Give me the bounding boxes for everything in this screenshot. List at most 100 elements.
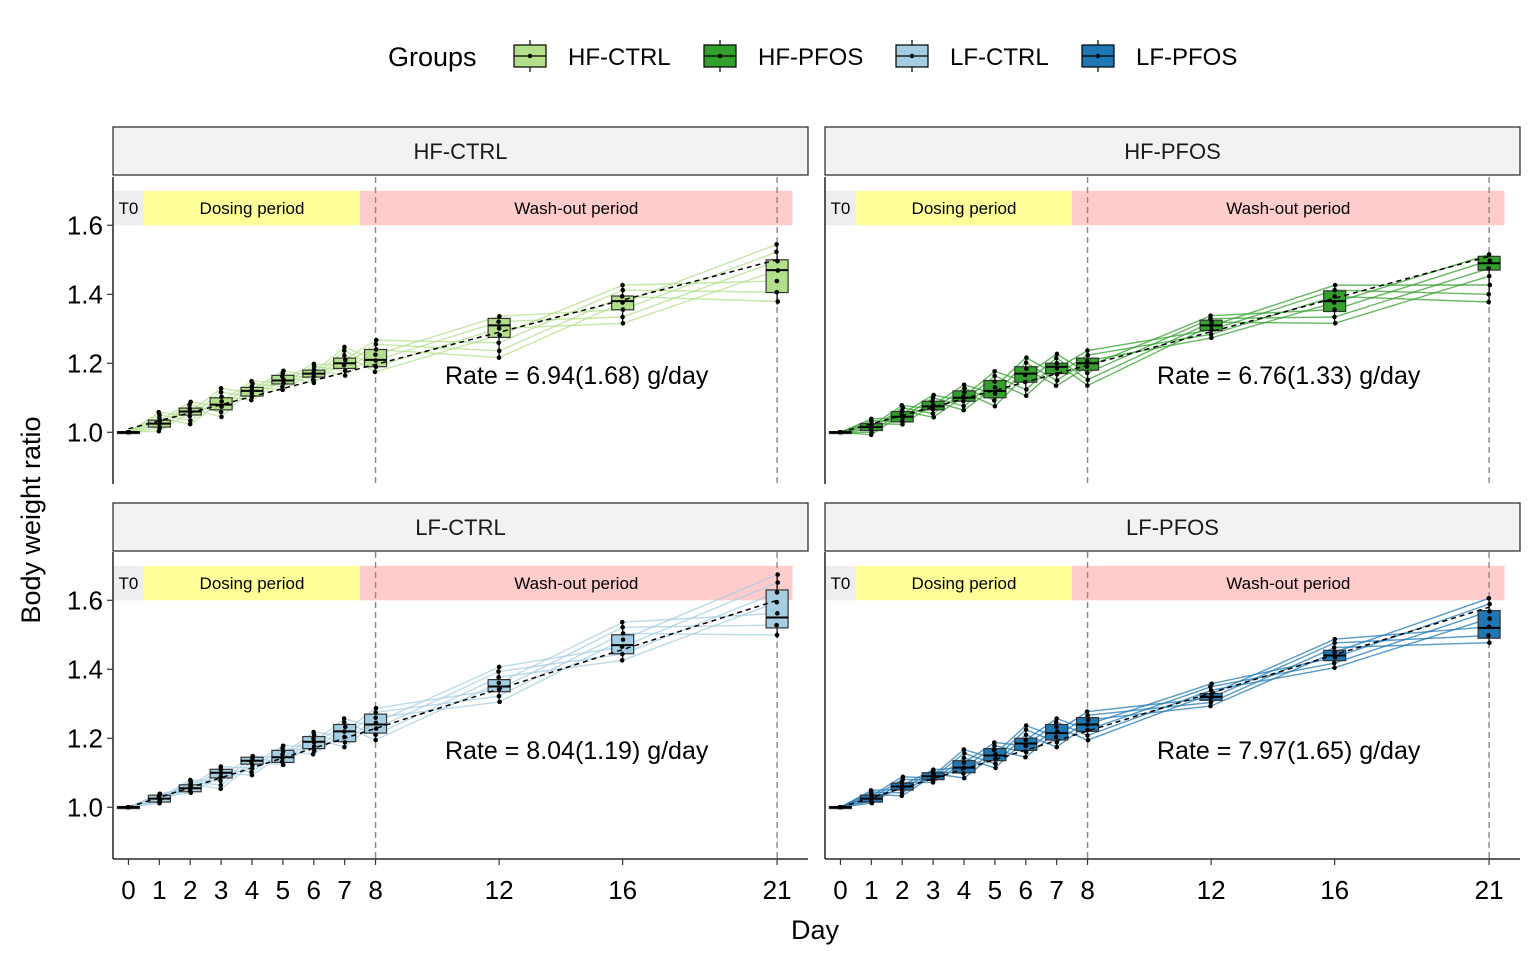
period-band-washout (1072, 565, 1505, 601)
data-point (774, 590, 780, 595)
data-point (1208, 688, 1214, 693)
data-point (1332, 665, 1337, 671)
panel-title: LF-CTRL (415, 515, 505, 540)
data-point (1085, 722, 1090, 727)
data-point (187, 406, 193, 411)
x-tick-label: 8 (1080, 875, 1094, 905)
data-point (250, 753, 255, 759)
data-point (1024, 355, 1029, 360)
data-point (619, 619, 625, 625)
period-band-washout (360, 190, 793, 226)
x-tick-label: 3 (214, 875, 228, 905)
data-point (620, 624, 625, 630)
data-point (899, 418, 905, 424)
data-point (1487, 282, 1493, 288)
data-point (1486, 266, 1491, 271)
data-point (1486, 299, 1491, 305)
data-point (1208, 313, 1213, 319)
data-point (619, 294, 625, 299)
individual-trajectory (128, 251, 778, 433)
box-day-4 (240, 753, 264, 778)
data-point (1054, 729, 1060, 734)
data-point (1024, 387, 1029, 392)
y-tick-label: 1.6 (67, 585, 103, 615)
data-point (775, 580, 781, 585)
data-point (1332, 282, 1338, 288)
data-point (125, 804, 131, 810)
legend-item-lf-ctrl: LF-CTRL (895, 40, 1049, 72)
data-point (218, 409, 224, 415)
data-point (620, 314, 625, 320)
data-point (961, 760, 967, 765)
individual-trajectory (128, 243, 778, 433)
data-point (774, 632, 780, 638)
y-tick-label: 1.2 (67, 348, 103, 378)
data-point (1487, 258, 1493, 263)
data-point (157, 791, 163, 797)
x-tick-label: 3 (926, 875, 940, 905)
data-point (1486, 252, 1492, 257)
panel-strip (824, 502, 1521, 552)
data-point (1085, 383, 1090, 388)
period-band-washout (1072, 190, 1505, 226)
data-point (1054, 744, 1060, 750)
panels: HF-CTRL T0 Dosing period Wash-out period Rat… (67, 126, 1521, 905)
data-point (992, 379, 997, 384)
data-point (342, 373, 348, 378)
data-point (342, 724, 348, 730)
data-point (1486, 595, 1492, 601)
data-point (775, 299, 781, 304)
box-day-21 (765, 242, 789, 305)
x-tick-label: 5 (988, 875, 1002, 905)
data-point (218, 764, 224, 769)
data-point (1085, 348, 1090, 353)
data-point (1208, 703, 1213, 709)
data-point (373, 337, 379, 343)
data-point (1022, 372, 1028, 378)
legend-item-label: LF-CTRL (950, 44, 1049, 71)
box-day-16 (611, 282, 635, 326)
box-day-2 (890, 402, 914, 427)
data-point (1209, 681, 1214, 687)
period-band-dosing (855, 190, 1073, 226)
data-point (218, 389, 224, 395)
period-band-t0 (825, 190, 856, 226)
box-day-2 (178, 399, 202, 427)
data-point (1487, 616, 1493, 621)
box-day-6 (302, 361, 326, 386)
box-day-7 (1045, 351, 1069, 388)
legend-item-hf-ctrl: HF-CTRL (513, 40, 671, 72)
data-point (280, 755, 285, 761)
data-point (496, 669, 501, 674)
box-day-5 (983, 740, 1007, 771)
data-point (341, 362, 347, 368)
data-point (311, 736, 316, 741)
period-band-washout (360, 565, 793, 601)
y-axis-label: Body weight ratio (16, 416, 46, 623)
data-point (1332, 320, 1338, 326)
data-point (218, 786, 223, 792)
data-point (373, 347, 379, 352)
data-point (775, 268, 781, 273)
data-point (899, 790, 905, 796)
box-day-1 (859, 788, 883, 806)
box-day-12 (487, 314, 511, 360)
data-point (157, 425, 163, 431)
panel-strip (112, 126, 809, 176)
data-point (187, 413, 193, 419)
data-point (1054, 360, 1060, 366)
data-point (249, 769, 254, 775)
data-point (961, 771, 966, 776)
data-point (1487, 601, 1492, 607)
data-point (1208, 323, 1214, 329)
data-point (775, 611, 780, 616)
data-point (281, 380, 286, 386)
data-point (1023, 360, 1029, 365)
data-point (931, 414, 937, 420)
legend-key-point (527, 53, 533, 59)
data-point (1085, 737, 1091, 743)
box-day-8 (1075, 709, 1100, 743)
data-point (620, 282, 625, 288)
rate-annotation: Rate = 7.97(1.65) g/day (1157, 737, 1421, 765)
data-point (993, 761, 998, 767)
